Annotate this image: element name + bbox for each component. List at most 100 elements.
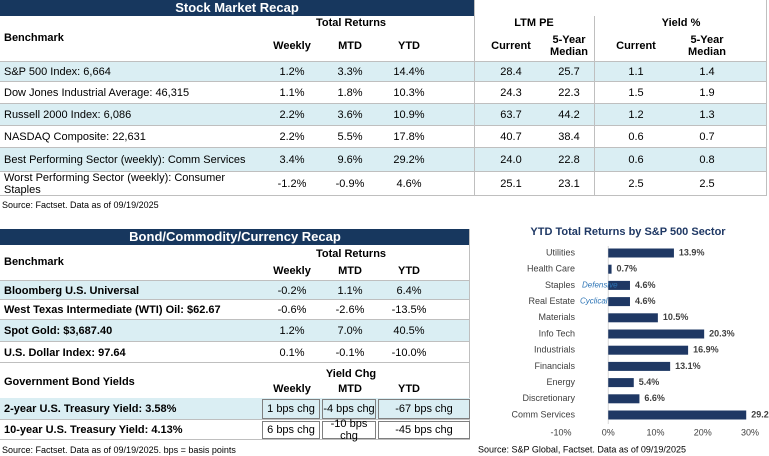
value-label: 5.4% [639,377,660,387]
cell: 5.5% [337,131,363,143]
row-shade [0,104,767,126]
bar [608,280,630,290]
cell: -67 bps chg [378,399,470,419]
cell: 23.1 [558,178,580,190]
row-shade [0,281,470,300]
category-label: Staples [545,280,576,290]
column-header: MTD [338,264,362,277]
cell: 0.6 [628,154,644,166]
benchmark: Spot Gold: $3,687.40 [4,325,113,337]
cell: 3.6% [337,109,363,121]
value-label: 0.7% [617,264,638,274]
cell: 10.3% [393,87,425,99]
annotation: Cyclical [580,297,608,306]
column-header: MTD [338,40,362,52]
row-shade [0,320,470,342]
x-tick-label: 0% [602,427,615,437]
category-label: Info Tech [539,328,575,338]
cell: 0.7 [699,131,715,143]
bar [608,361,671,371]
cell: 2.5 [699,178,715,190]
cell: 17.8% [393,131,425,143]
cell: 38.4 [558,131,580,143]
cell: 1.2% [279,66,305,78]
cell: 22.8 [558,154,580,166]
value-label: 13.1% [675,361,701,371]
cell: 14.4% [393,66,425,78]
benchmark: Best Performing Sector (weekly): Comm Se… [4,154,246,166]
group-header: Total Returns [315,247,387,260]
cell: -4 bps chg [322,399,376,419]
chart-source: Source: S&P Global, Factset. Data as of … [478,444,686,454]
x-tick-label: -10% [550,427,571,437]
row-border [0,125,767,126]
category-label: Real Estate [528,296,575,306]
column-header: Weekly [273,383,311,395]
bar [608,345,689,355]
benchmark: Bloomberg U.S. Universal [4,284,140,297]
benchmark: Worst Performing Sector (weekly): Consum… [4,172,226,196]
table-title: Bond/Commodity/Currency Recap [0,229,470,245]
bar [608,378,634,388]
value-label: 6.6% [644,393,665,403]
row-border [0,171,767,172]
cell: 44.2 [558,109,580,121]
row-border [0,419,470,420]
column-header: Benchmark [4,32,64,44]
cell: 3.3% [337,66,363,78]
column-header: Current [491,40,531,52]
row-border [0,362,470,363]
cell: 2.2% [279,131,305,143]
bar [608,297,630,307]
column-header: Weekly [273,264,311,277]
cell: 6.4% [396,284,422,297]
row-border [0,341,470,342]
row-shade [0,62,767,82]
row-border [0,147,767,148]
benchmark: U.S. Dollar Index: 97.64 [4,346,126,359]
cell: 1.4 [699,66,715,78]
cell: -0.2% [277,284,307,297]
row-shade [0,148,767,172]
cell: 10.9% [393,109,425,121]
row-border [0,81,767,82]
column-header: YTD [398,383,420,395]
value-label: 10.5% [663,312,689,322]
cell: 1 bps chg [262,399,320,419]
benchmark: 2-year U.S. Treasury Yield: 3.58% [4,403,177,415]
cell: 1.2% [279,325,305,337]
cell: 25.7 [558,66,580,78]
column-header: MTD [338,383,362,395]
header-border [0,280,470,281]
cell: -1.2% [277,178,307,190]
column-header: YTD [398,40,420,52]
category-label: Discretionary [522,393,575,403]
benchmark: S&P 500 Index: 6,664 [4,66,111,78]
cell: 1.3 [699,109,715,121]
benchmark: NASDAQ Composite: 22,631 [4,131,146,143]
table-title: Stock Market Recap [0,0,474,16]
row-border [0,195,767,196]
bar [608,264,612,274]
category-label: Utilities [546,247,576,257]
bar [608,329,705,339]
category-label: Financials [534,361,575,371]
source: Source: Factset. Data as of 09/19/2025 [2,200,159,210]
group-header: Total Returns [315,16,387,29]
cell: 29.2% [393,154,425,166]
cell: 4.6% [396,178,422,190]
column-header: Weekly [273,40,311,52]
cell: -0.9% [335,178,365,190]
cell: 0.8 [699,154,715,166]
chart-title: YTD Total Returns by S&P 500 Sector [530,226,726,238]
cell: 24.0 [500,154,522,166]
cell: 0.1% [279,346,305,359]
cell: -0.6% [277,304,307,316]
cell: 1.1% [279,87,305,99]
column-header: YTD [398,264,420,277]
cell: 9.6% [337,154,363,166]
bar [608,248,674,258]
category-label: Materials [538,312,575,322]
